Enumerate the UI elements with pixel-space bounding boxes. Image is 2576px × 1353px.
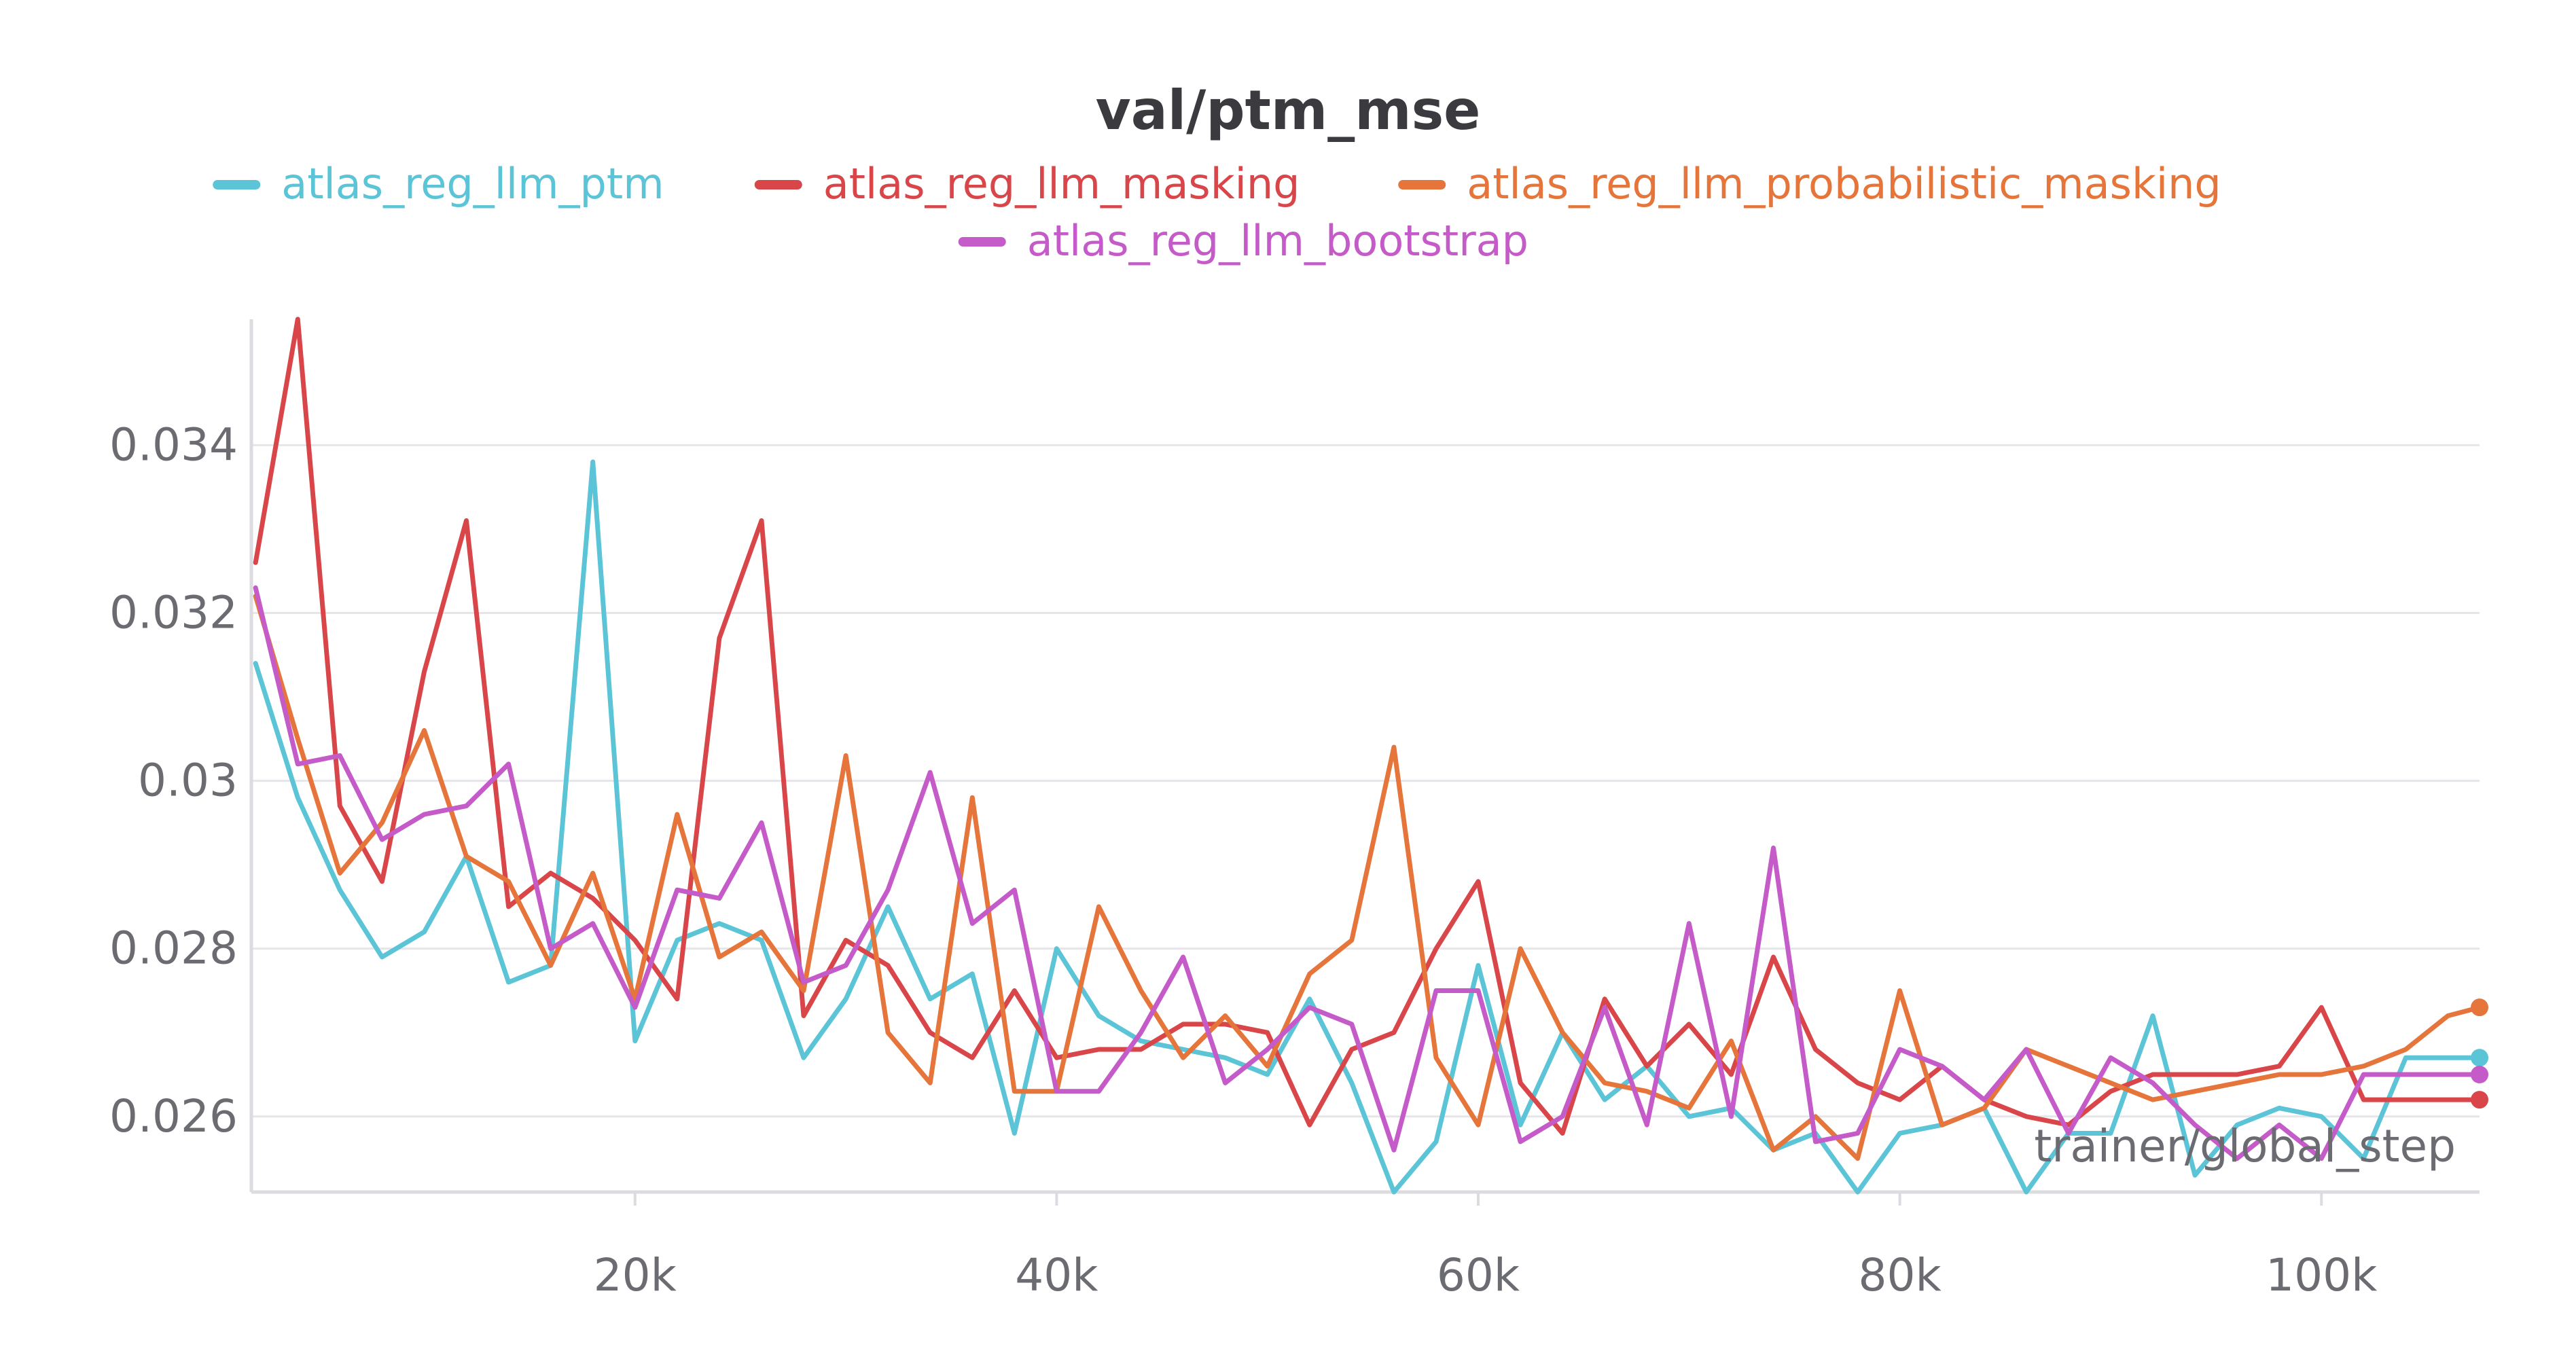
y-tick-label: 0.026 (109, 1090, 238, 1142)
series-end-point-atlas_reg_llm_probabilistic_masking (2471, 998, 2488, 1017)
y-tick-label: 0.028 (109, 922, 238, 975)
legend-label: atlas_reg_llm_masking (823, 159, 1300, 209)
series-end-point-atlas_reg_llm_masking (2471, 1091, 2488, 1109)
y-tick-label: 0.032 (109, 586, 238, 638)
y-tick-label: 0.03 (138, 755, 238, 807)
legend-label: atlas_reg_llm_ptm (281, 159, 664, 209)
x-tick-label: 40k (1015, 1249, 1098, 1301)
series-line-atlas_reg_llm_bootstrap (253, 585, 2482, 1161)
x-axis: 20k 40k 60k 80k 100k (251, 1190, 2480, 1301)
series-end-point-atlas_reg_llm_ptm (2471, 1049, 2488, 1067)
x-tick-label: 60k (1437, 1249, 1520, 1301)
y-axis: 0.026 0.028 0.03 0.032 0.034 (109, 319, 253, 1192)
series-group (253, 317, 2488, 1195)
legend: atlas_reg_llm_ptm atlas_reg_llm_masking at… (213, 159, 2221, 266)
series-end-point-atlas_reg_llm_bootstrap (2471, 1066, 2488, 1084)
x-axis-title: trainer/global_step (2034, 1120, 2456, 1172)
legend-label: atlas_reg_llm_bootstrap (1027, 216, 1528, 266)
series-line-atlas_reg_llm_ptm (253, 459, 2482, 1195)
legend-label: atlas_reg_llm_probabilistic_masking (1467, 159, 2221, 209)
series-line-atlas_reg_llm_probabilistic_masking (253, 594, 2482, 1161)
y-tick-label: 0.034 (109, 418, 238, 471)
x-tick-label: 100k (2266, 1249, 2378, 1301)
x-tick-label: 80k (1859, 1249, 1942, 1301)
x-tick-label: 20k (594, 1249, 677, 1301)
series-line-atlas_reg_llm_masking (253, 317, 2482, 1136)
chart-title: val/ptm_mse (1096, 79, 1481, 142)
